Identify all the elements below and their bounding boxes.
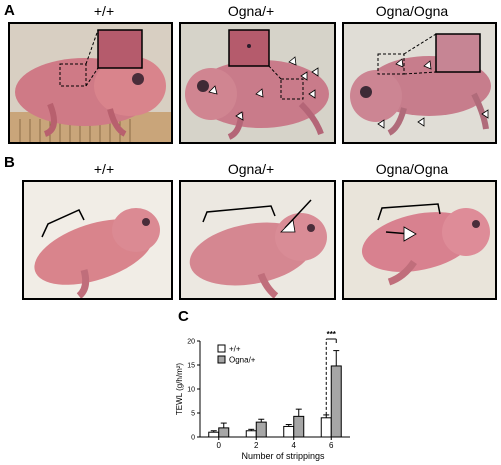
legend-swatch-1 (217, 355, 226, 364)
bar--6 (320, 417, 332, 438)
bar-Ogna-2 (255, 421, 267, 438)
photo-b-heterozygous (179, 180, 336, 300)
legend-label-1: Ogna/+ (229, 356, 256, 365)
legend-swatch-0 (217, 344, 226, 353)
legend-label-0: +/+ (229, 345, 241, 354)
panel-letter-b: B (4, 154, 15, 171)
panel-b-genotype-hom: Ogna/Ogna (375, 161, 449, 177)
x-tick-label: 0 (217, 441, 222, 450)
bar-Ogna-6 (330, 365, 342, 438)
y-tick-label: 10 (187, 387, 195, 394)
panel-b-genotype-wt: +/+ (93, 161, 115, 177)
bar-Ogna-0 (218, 427, 230, 438)
panel-b-genotype-het: Ogna/+ (227, 161, 275, 177)
x-tick-label: 4 (292, 441, 297, 450)
chart-svg: 0 5 10 15 20 TEWL (g/h/m²) 0 2 4 6 Number of strip… (175, 330, 350, 461)
y-axis-label: TEWL (g/h/m²) (175, 363, 184, 415)
bar--0 (208, 431, 220, 438)
panel-letter-c: C (178, 308, 189, 325)
x-tick-label: 2 (254, 441, 259, 450)
y-tick-label: 5 (191, 411, 195, 418)
panel-a-genotype-wt: +/+ (93, 3, 115, 19)
tewl-bar-chart: 0 5 10 15 20 TEWL (g/h/m²) 0 2 4 6 Number of strip… (170, 325, 360, 465)
photo-a-heterozygous (179, 22, 336, 144)
panel-letter-a: A (4, 2, 15, 19)
panel-a-genotype-het: Ogna/+ (227, 3, 275, 19)
bar--4 (283, 425, 295, 438)
x-axis-label: Number of strippings (241, 451, 325, 461)
y-tick-label: 0 (191, 435, 195, 442)
significance-label: *** (327, 330, 337, 339)
bar--2 (245, 430, 257, 438)
x-tick-label: 6 (329, 441, 334, 450)
bar-Ogna-4 (293, 415, 305, 438)
photo-b-wildtype (22, 180, 173, 300)
y-tick-label: 15 (187, 363, 195, 370)
photo-a-wildtype (8, 22, 173, 144)
y-tick-label: 20 (187, 339, 195, 346)
photo-b-homozygous (342, 180, 497, 300)
panel-a-genotype-hom: Ogna/Ogna (375, 3, 449, 19)
photo-a-homozygous (342, 22, 497, 144)
